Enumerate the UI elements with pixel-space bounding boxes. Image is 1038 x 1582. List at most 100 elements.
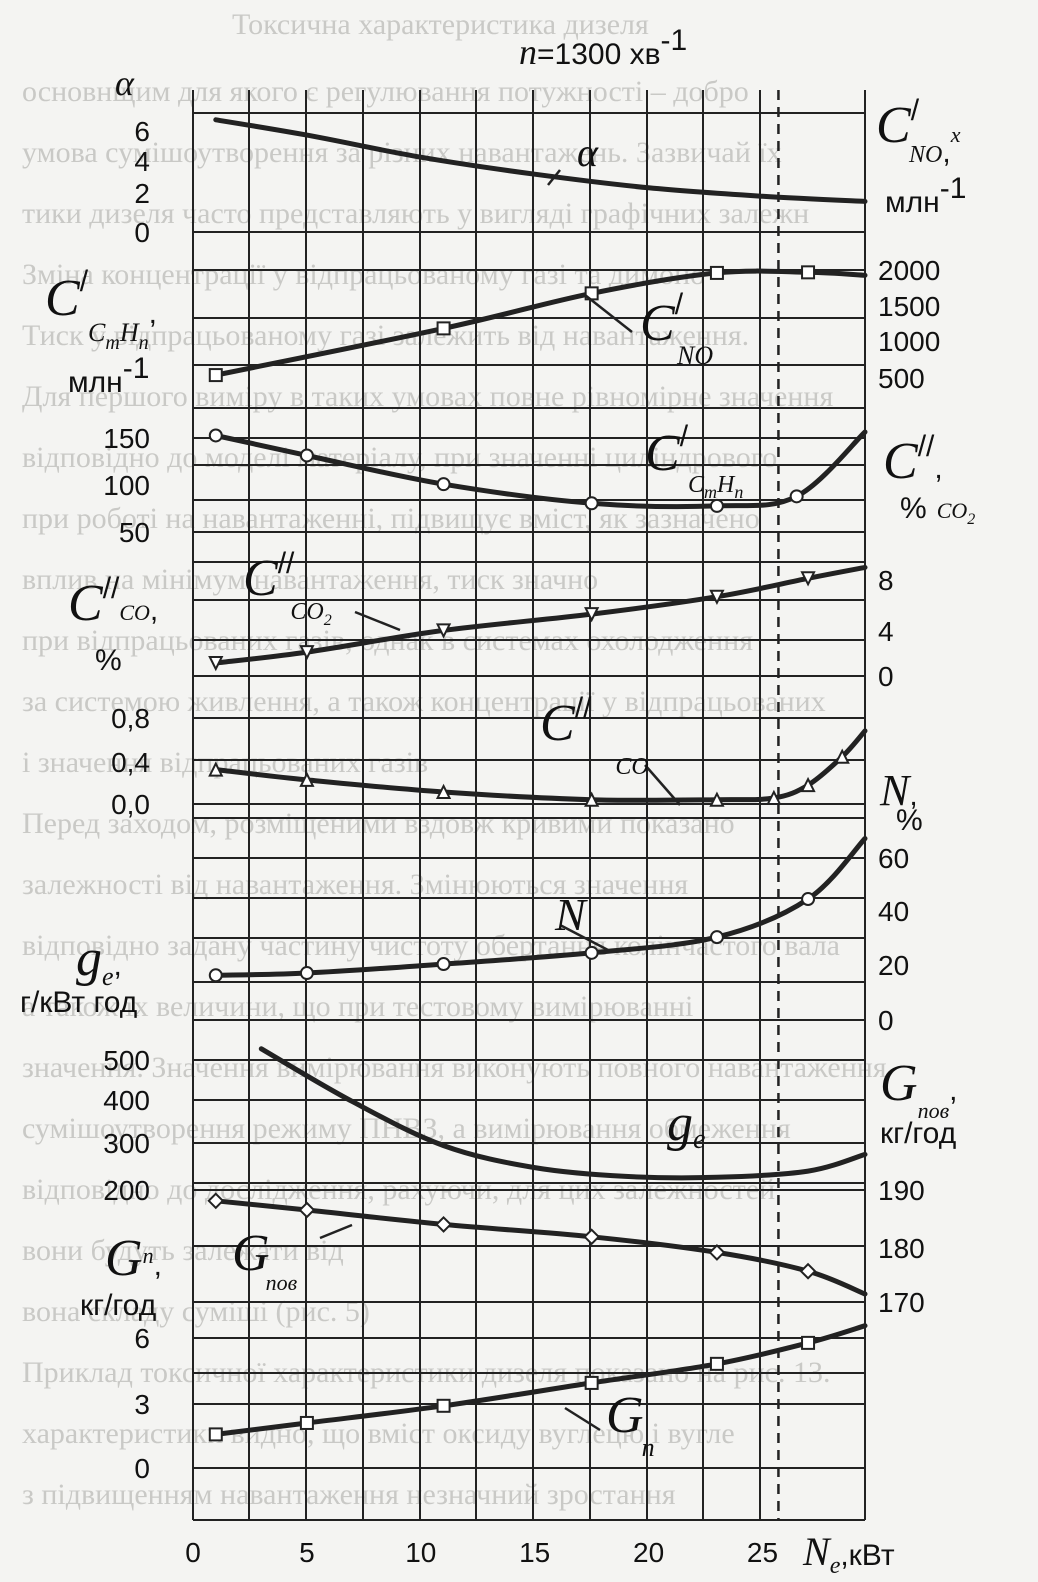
background-text-line: тики дизеля часто представляють у вигляд… (22, 197, 809, 230)
left-tick-label: 3 (134, 1389, 150, 1420)
chart-grid (192, 90, 866, 1521)
background-text-line: залежності від навантаження. Змінюються … (22, 868, 688, 901)
data-point-marker (583, 1228, 601, 1246)
x-axis-label: Ne,кВт (802, 1529, 895, 1579)
right-tick-label: 4 (878, 616, 894, 647)
data-point-marker (299, 771, 315, 787)
left-tick-label: 0,0 (111, 789, 150, 820)
data-point-marker (801, 1335, 816, 1350)
background-text-line: Перед заходом, розміщеними вздовж кривим… (22, 807, 735, 840)
data-point-marker (799, 1262, 817, 1280)
left-tick-label: 500 (103, 1045, 150, 1076)
background-text-line: вона складу суміші (рис. 5) (22, 1295, 370, 1328)
data-point-marker (800, 571, 816, 587)
chart-markers (207, 265, 850, 1442)
background-text-line: Токсична характеристика дизеля (232, 8, 649, 41)
label-leader-line (559, 923, 609, 952)
x-tick-label: 0 (185, 1537, 201, 1568)
data-point-marker (298, 1201, 316, 1219)
data-point-marker (208, 655, 224, 672)
data-point-marker (709, 1356, 724, 1371)
gn-left-axis-unit: кг/год (80, 1289, 156, 1322)
data-point-marker (299, 645, 315, 661)
axis-tick-labels: 0 5 10 15 20 25642020001500100050015010050840… (103, 116, 940, 1568)
co-left-axis-unit: % (95, 644, 122, 677)
ge-left-axis-unit: г/кВт год (20, 986, 137, 1019)
x-tick-label: 10 (405, 1537, 436, 1568)
background-text-line: вплив на мінімум навантаження, тиск знач… (22, 563, 598, 596)
n-right-axis-label: N, (879, 766, 918, 815)
hc-series-label: C/CmHn (645, 420, 743, 502)
co2-series-label: C//CO2 (243, 547, 332, 629)
left-tick-label: 400 (103, 1085, 150, 1116)
data-point-marker (207, 1192, 225, 1210)
data-point-marker (708, 1243, 726, 1261)
chart-title: n=1300 хв-1 (519, 24, 687, 72)
data-point-marker (299, 1415, 314, 1430)
data-point-marker (435, 783, 452, 799)
right-tick-label: 190 (878, 1175, 925, 1206)
left-tick-label: 300 (103, 1128, 150, 1159)
alpha-series-label: α (577, 130, 599, 175)
background-text-line: і значення відпрацьованих газів (22, 746, 428, 779)
data-point-marker (435, 1215, 452, 1233)
left-tick-label: 6 (134, 1323, 150, 1354)
background-text-line: характеристики видно, що вміст оксиду ву… (22, 1417, 735, 1450)
right-tick-label: 8 (878, 565, 894, 596)
background-text-line: значення. Значення вимірювання виконують… (22, 1051, 887, 1084)
left-tick-label: 200 (103, 1175, 150, 1206)
data-point-marker (435, 623, 452, 639)
no-series-label: C/NO (640, 288, 713, 370)
label-leader-line (354, 610, 401, 632)
right-tick-label: 1500 (878, 291, 940, 322)
background-text-line: за системою живлення, а також концентрац… (22, 685, 826, 718)
right-tick-label: 60 (878, 843, 909, 874)
data-point-marker (801, 265, 816, 280)
data-point-marker (436, 321, 451, 336)
background-text-line: вони будуть залежати від (22, 1234, 344, 1267)
right-tick-label: 1000 (878, 326, 940, 357)
n-series-label: N (554, 889, 588, 940)
label-leader-line (564, 1406, 601, 1432)
label-leader-line (547, 169, 561, 186)
data-point-marker (789, 489, 804, 504)
left-tick-label: 0,4 (111, 747, 150, 778)
data-point-marker (709, 589, 725, 605)
x-tick-label: 20 (633, 1537, 664, 1568)
gpov-right-axis-unit: кг/год (880, 1117, 956, 1150)
right-tick-label: 20 (878, 950, 909, 981)
background-text-line: а також їх величини, що при тестовому ви… (22, 990, 693, 1023)
right-tick-label: 500 (878, 363, 925, 394)
series-line-ge (258, 1046, 868, 1181)
n-right-axis-unit: % (896, 804, 923, 837)
right-tick-label: 40 (878, 896, 909, 927)
background-text-line: відповідно до моделі матеріалу, при знач… (22, 441, 777, 474)
data-point-marker (709, 930, 724, 945)
data-point-marker (208, 428, 223, 443)
data-point-marker (801, 892, 816, 907)
hc-left-axis-unit: млн-1 (68, 352, 149, 399)
right-tick-label: 0 (878, 661, 894, 692)
data-point-marker (584, 945, 599, 960)
left-tick-label: 0 (134, 1453, 150, 1484)
left-tick-label: 100 (103, 470, 150, 501)
axis-and-series-labels: n=1300 хв-1αα C/NO,xмлн-1C/NOC/CmHn,млн-1… (20, 24, 975, 1579)
data-point-marker (584, 607, 600, 623)
data-point-marker (584, 1375, 599, 1390)
data-point-marker (299, 448, 314, 463)
no-right-axis-label: C/NO,x (876, 94, 961, 169)
data-point-marker (208, 968, 223, 983)
x-tick-label: 5 (299, 1537, 315, 1568)
label-leader-lines (319, 169, 681, 1432)
data-point-marker (584, 791, 600, 807)
co-series-label: C//CO (540, 692, 649, 780)
left-tick-label: 2 (134, 178, 150, 209)
data-point-marker (800, 776, 816, 793)
data-point-marker (436, 1398, 451, 1413)
left-tick-label: 4 (134, 146, 150, 177)
background-text-line: основнщим для якого є регулювання потужн… (22, 75, 749, 108)
data-point-marker (834, 748, 850, 764)
